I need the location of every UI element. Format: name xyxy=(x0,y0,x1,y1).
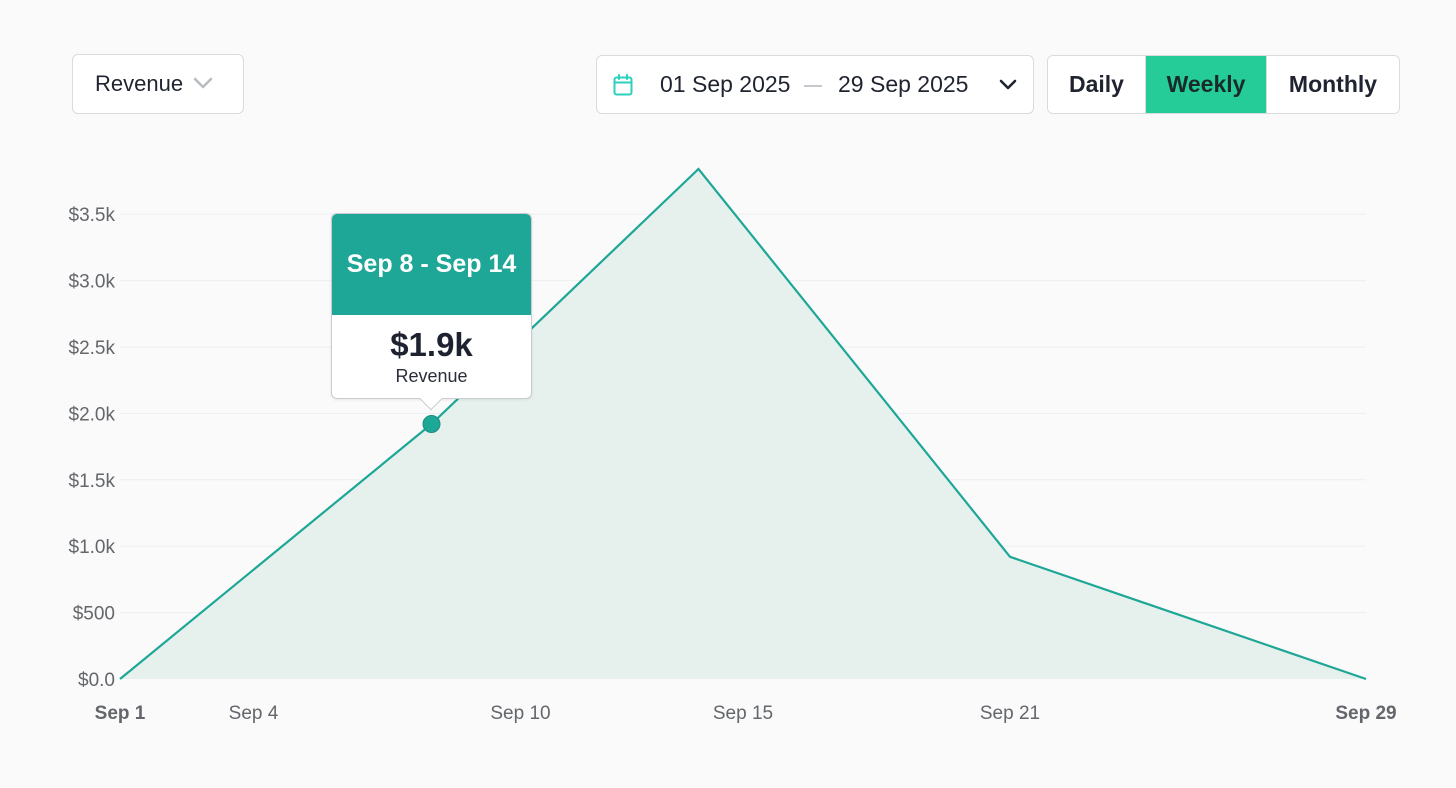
tooltip-title: Sep 8 - Sep 14 xyxy=(332,214,531,315)
x-tick-label: Sep 10 xyxy=(490,703,550,724)
y-axis-ticks: $0.0 $500 $1.0k $1.5k $2.0k $2.5k $3.0k $3.5k xyxy=(69,205,116,691)
series-line xyxy=(119,167,1367,681)
period-toggle-group: Daily Weekly Monthly xyxy=(1047,55,1400,114)
date-range-start: 01 Sep 2025 xyxy=(660,71,791,97)
period-button-monthly[interactable]: Monthly xyxy=(1267,56,1399,113)
date-range-picker[interactable]: 01 Sep 2025 29 Sep 2025 xyxy=(596,55,1034,114)
y-tick-label: $500 xyxy=(73,604,115,625)
period-button-daily[interactable]: Daily xyxy=(1048,56,1146,113)
x-tick-label: Sep 15 xyxy=(713,703,773,724)
date-range-end: 29 Sep 2025 xyxy=(838,71,969,97)
y-tick-label: $2.5k xyxy=(69,338,116,359)
area-fill xyxy=(120,169,1366,679)
x-tick-label: Sep 21 xyxy=(980,703,1040,724)
x-axis-ticks: Sep 1 Sep 4 Sep 10 Sep 15 Sep 21 Sep 29 xyxy=(95,703,1397,724)
highlight-layer xyxy=(422,415,441,433)
y-tick-label: $1.5k xyxy=(69,471,116,492)
y-tick-label: $0.0 xyxy=(78,670,115,691)
chart-tooltip: Sep 8 - Sep 14 $1.9k Revenue xyxy=(331,213,532,411)
date-range-separator xyxy=(804,85,822,87)
y-tick-label: $3.5k xyxy=(69,205,116,226)
area-series xyxy=(119,167,1367,681)
calendar-icon xyxy=(613,74,633,101)
tooltip-value: $1.9k xyxy=(390,326,473,363)
metric-dropdown-label: Revenue xyxy=(95,71,184,96)
tooltip-metric: Revenue xyxy=(395,366,468,386)
x-tick-label: Sep 29 xyxy=(1335,703,1396,724)
highlight-point[interactable] xyxy=(422,415,441,433)
metric-dropdown[interactable]: Revenue xyxy=(72,54,244,114)
x-tick-label: Sep 4 xyxy=(229,703,279,724)
y-tick-label: $3.0k xyxy=(69,272,116,293)
period-button-weekly[interactable]: Weekly xyxy=(1146,56,1267,113)
y-tick-label: $1.0k xyxy=(69,537,116,558)
x-tick-label: Sep 1 xyxy=(95,703,146,724)
y-tick-label: $2.0k xyxy=(69,404,116,425)
chevron-down-icon xyxy=(999,78,1017,96)
chevron-down-icon xyxy=(193,76,213,95)
